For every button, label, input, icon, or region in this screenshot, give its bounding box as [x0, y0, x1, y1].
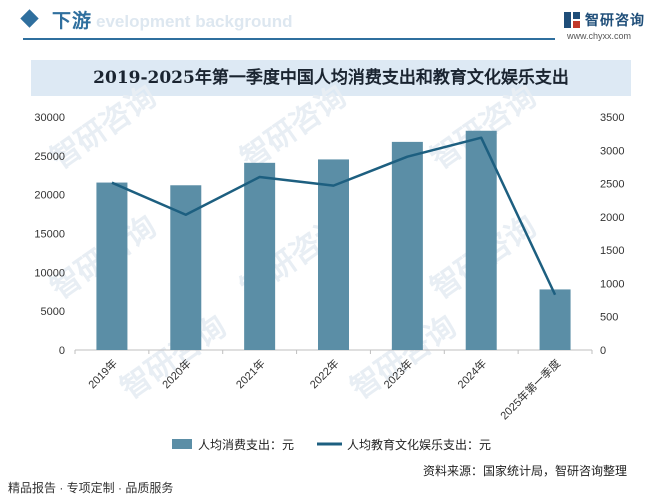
brand-logo: 智研咨询 www.chyxx.com: [563, 9, 658, 43]
line-series: [111, 136, 557, 296]
category-label: 2021年: [233, 356, 268, 391]
left-tick-label: 0: [59, 345, 65, 357]
bar: [539, 289, 571, 350]
left-tick-label: 30000: [34, 112, 65, 124]
legend-line-label: 人均教育文化娱乐支出：元: [347, 437, 491, 452]
section-title: 下游: [52, 11, 93, 32]
line-path: [111, 136, 557, 296]
footer-tagline: 精品报告 · 专项定制 · 品质服务: [8, 481, 174, 495]
header-background-text: evelopment background: [96, 12, 293, 31]
header: evelopment background 下游 智研咨询 www.chyxx.…: [0, 0, 662, 44]
right-axis: 0 500 1000 1500 2000 2500 3000 3500: [600, 112, 624, 357]
category-label: 2019年: [85, 356, 120, 391]
category-label: 2022年: [307, 356, 342, 391]
right-tick-label: 500: [600, 312, 618, 324]
legend: 人均消费支出：元 人均教育文化娱乐支出：元: [172, 437, 491, 452]
right-tick-label: 3500: [600, 112, 624, 124]
legend-bar-swatch: [172, 439, 192, 449]
left-axis: 0 5000 10000 15000 20000 25000 30000: [34, 112, 65, 357]
category-label: 2025年第一季度: [497, 356, 563, 422]
bar: [244, 162, 276, 350]
logo-name: 智研咨询: [585, 12, 645, 28]
chart-title-band: 2019-2025年第一季度中国人均消费支出和教育文化娱乐支出: [31, 60, 631, 96]
right-tick-label: 1000: [600, 278, 624, 290]
right-tick-label: 3000: [600, 145, 624, 157]
bar-series: [96, 130, 571, 350]
chart-title: 2019-2025年第一季度中国人均消费支出和教育文化娱乐支出: [93, 68, 569, 88]
data-source: 资料来源：国家统计局，智研咨询整理: [423, 464, 628, 478]
bar: [391, 141, 423, 350]
bar: [318, 159, 349, 350]
logo-icon: [564, 12, 580, 28]
right-tick-label: 2000: [600, 212, 624, 224]
bar: [170, 185, 202, 350]
legend-bar-label: 人均消费支出：元: [198, 438, 294, 452]
category-label: 2024年: [454, 356, 489, 391]
header-divider: [23, 38, 555, 40]
left-tick-label: 20000: [34, 190, 65, 202]
right-tick-label: 2500: [600, 179, 624, 191]
left-tick-label: 5000: [41, 306, 65, 318]
right-tick-label: 1500: [600, 245, 624, 257]
left-tick-label: 25000: [34, 151, 65, 163]
left-tick-label: 10000: [34, 267, 65, 279]
bar: [96, 182, 128, 350]
logo-url: www.chyxx.com: [567, 31, 632, 41]
left-tick-label: 15000: [34, 229, 65, 241]
right-tick-label: 0: [600, 345, 606, 357]
bar: [465, 130, 497, 350]
